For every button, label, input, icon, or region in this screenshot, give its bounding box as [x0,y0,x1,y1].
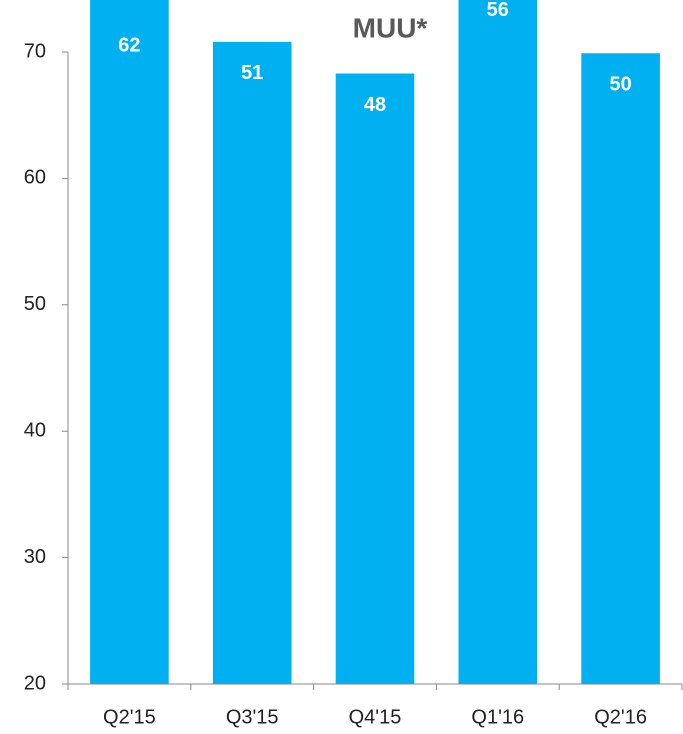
x-tick-label: Q4'15 [349,706,402,728]
y-tick-label: 40 [24,419,46,441]
chart-title: MUU* [353,12,428,43]
y-tick-label: 60 [24,167,46,189]
bar [458,0,538,685]
bar [581,53,660,685]
y-tick-label: 50 [24,293,46,315]
y-tick-label: 30 [24,546,46,568]
bar [335,73,415,685]
bar-label: 50 [609,74,631,96]
y-tick-label: 70 [24,40,46,62]
bar-label: 56 [487,0,509,21]
x-tick-label: Q2'16 [594,706,647,728]
bar [90,0,169,684]
y-tick-label: 20 [24,672,46,694]
total-label: 62 [118,34,140,56]
bar [212,41,292,684]
x-tick-label: Q3'15 [226,706,279,728]
bar-label: 51 [241,62,263,84]
x-tick-label: Q1'16 [471,706,524,728]
x-tick-label: Q2'15 [103,706,156,728]
bar-label: 48 [364,94,386,116]
